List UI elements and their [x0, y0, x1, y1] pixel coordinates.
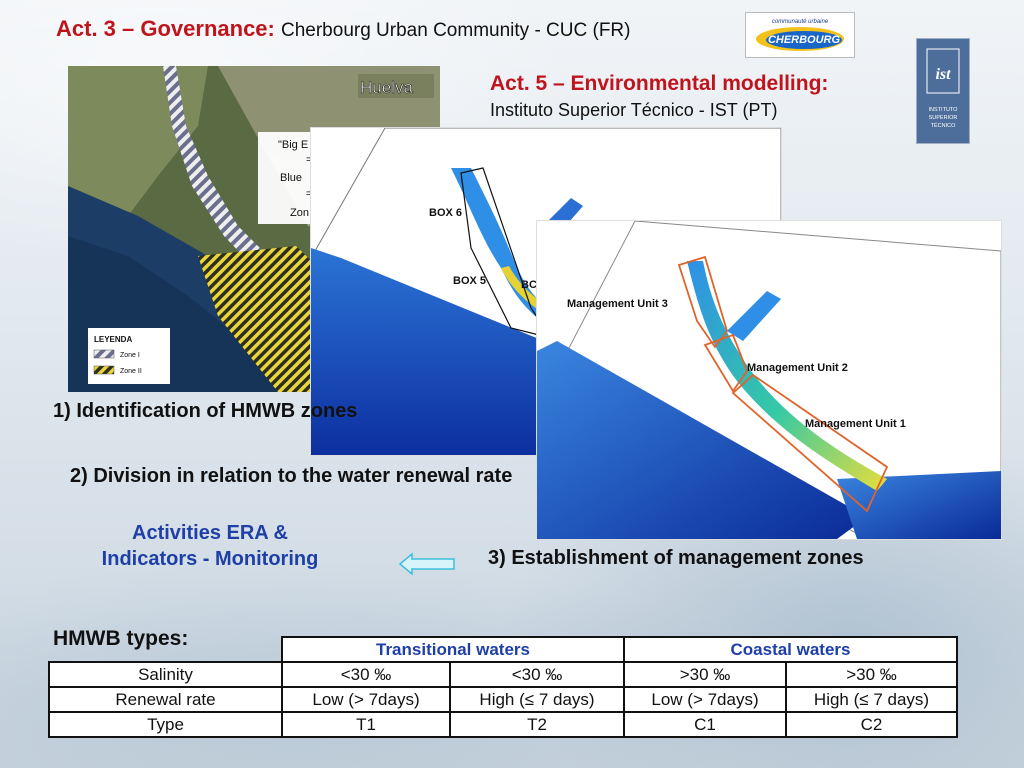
table-cell: <30 ‰	[449, 661, 625, 688]
act3-title: Act. 3 – Governance:	[56, 16, 275, 41]
ist-line2: SUPERIOR	[929, 115, 958, 121]
legend-zone2: Zone II	[120, 368, 142, 375]
table-cell: T1	[281, 711, 451, 738]
step-3-text: 3) Establishment of management zones	[488, 547, 864, 569]
box6-label: BOX 6	[429, 207, 462, 219]
cuc-logo-top: communauté urbaine	[772, 19, 829, 25]
legend-title: LEYENDA	[94, 335, 132, 344]
table-cell: >30 ‰	[785, 661, 958, 688]
table-cell: Low (> 7days)	[281, 686, 451, 713]
huelva-box-line1: "Big E	[278, 139, 308, 151]
act5-title: Act. 5 – Environmental modelling:	[490, 72, 829, 95]
cherbourg-logo: communauté urbaine CHERBOURG	[745, 12, 855, 58]
huelva-box-line4: =	[306, 188, 312, 200]
huelva-box-line5: Zon	[290, 207, 309, 219]
row-label: Renewal rate	[48, 686, 283, 713]
box5-label: BOX 5	[453, 275, 486, 287]
left-arrow-icon	[398, 552, 458, 581]
box4-label: BC	[521, 279, 537, 291]
table-cell: >30 ‰	[623, 661, 787, 688]
huelva-box-line2: =	[306, 154, 312, 166]
management-unit-2-label: Management Unit 2	[747, 362, 848, 374]
era-line-1: Activities ERA &	[132, 522, 288, 544]
table-corner-cell	[49, 637, 283, 663]
row-label: Salinity	[48, 661, 283, 688]
huelva-legend: LEYENDA Zone I Zone II	[88, 328, 170, 384]
header-coastal-waters: Coastal waters	[623, 636, 958, 663]
era-line-2: Indicators - Monitoring	[101, 548, 319, 570]
table-cell: Low (> 7days)	[623, 686, 787, 713]
huelva-place-label: Huelva	[360, 78, 413, 97]
management-unit-3-label: Management Unit 3	[567, 298, 668, 310]
table-row-type: Type T1 T2 C1 C2	[48, 711, 958, 738]
cuc-logo-main: CHERBOURG	[768, 34, 841, 46]
table-row-renewal-rate: Renewal rate Low (> 7days) High (≤ 7 day…	[48, 686, 958, 713]
act3-subtitle: Cherbourg Urban Community - CUC (FR)	[281, 20, 631, 41]
table-cell: C1	[623, 711, 787, 738]
hmwb-types-table: Transitional waters Coastal waters Salin…	[48, 636, 958, 738]
legend-zone1: Zone I	[120, 352, 140, 359]
step-1-text: 1) Identification of HMWB zones	[53, 400, 358, 422]
step-2-text: 2) Division in relation to the water ren…	[70, 465, 513, 487]
table-row-salinity: Salinity <30 ‰ <30 ‰ >30 ‰ >30 ‰	[48, 661, 958, 688]
table-cell: T2	[449, 711, 625, 738]
table-cell: High (≤ 7 days)	[785, 686, 958, 713]
table-cell: <30 ‰	[281, 661, 451, 688]
header-transitional-waters: Transitional waters	[281, 636, 625, 663]
era-activities-text: Activities ERA & Indicators - Monitoring	[62, 520, 358, 572]
ist-line3: TÉCNICO	[931, 122, 956, 129]
management-units-map: Management Unit 3 Management Unit 2 Mana…	[536, 220, 1002, 540]
ist-line1: INSTITUTO	[929, 107, 959, 113]
ist-logo: ist INSTITUTO SUPERIOR TÉCNICO	[916, 38, 970, 144]
act5-subtitle: Instituto Superior Técnico - IST (PT)	[490, 100, 778, 120]
act3-heading: Act. 3 – Governance: Cherbourg Urban Com…	[56, 16, 630, 42]
table-header-row: Transitional waters Coastal waters	[49, 636, 958, 663]
table-cell: C2	[785, 711, 958, 738]
row-label: Type	[48, 711, 283, 738]
huelva-box-line3: Blue	[280, 172, 302, 184]
table-cell: High (≤ 7 days)	[449, 686, 625, 713]
ist-mark: ist	[935, 66, 951, 83]
management-unit-1-label: Management Unit 1	[805, 418, 906, 430]
